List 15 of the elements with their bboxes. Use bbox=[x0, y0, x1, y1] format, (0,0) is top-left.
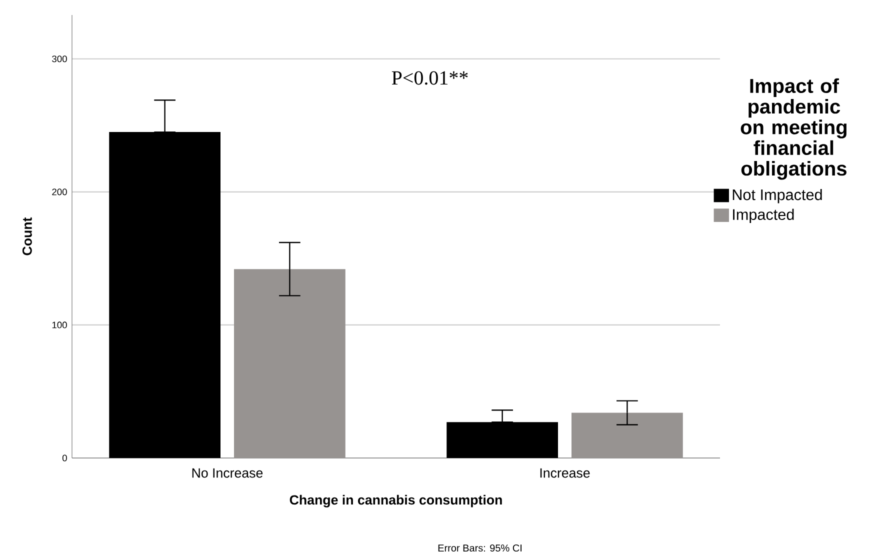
y-tick-label: 300 bbox=[52, 56, 67, 62]
legend-title: Impact of pandemic on meeting financial obligations bbox=[740, 78, 846, 180]
y-axis-title: Count bbox=[22, 217, 32, 256]
x-axis-title: Change in cannabis consumption bbox=[290, 494, 502, 508]
bar bbox=[234, 269, 346, 458]
annotation: P<0.01** bbox=[392, 71, 468, 85]
x-tick-label: No Increase bbox=[192, 468, 263, 478]
y-tick-label: 100 bbox=[52, 322, 67, 328]
y-tick-label: 0 bbox=[62, 454, 67, 462]
x-tick-label: Increase bbox=[540, 468, 590, 478]
legend-label: Not Impacted bbox=[732, 188, 822, 204]
legend-label: Impacted bbox=[733, 208, 794, 223]
text: Error Bars: 95% CI bbox=[438, 544, 522, 552]
y-tick-label: 200 bbox=[52, 188, 67, 196]
bar bbox=[572, 412, 683, 458]
